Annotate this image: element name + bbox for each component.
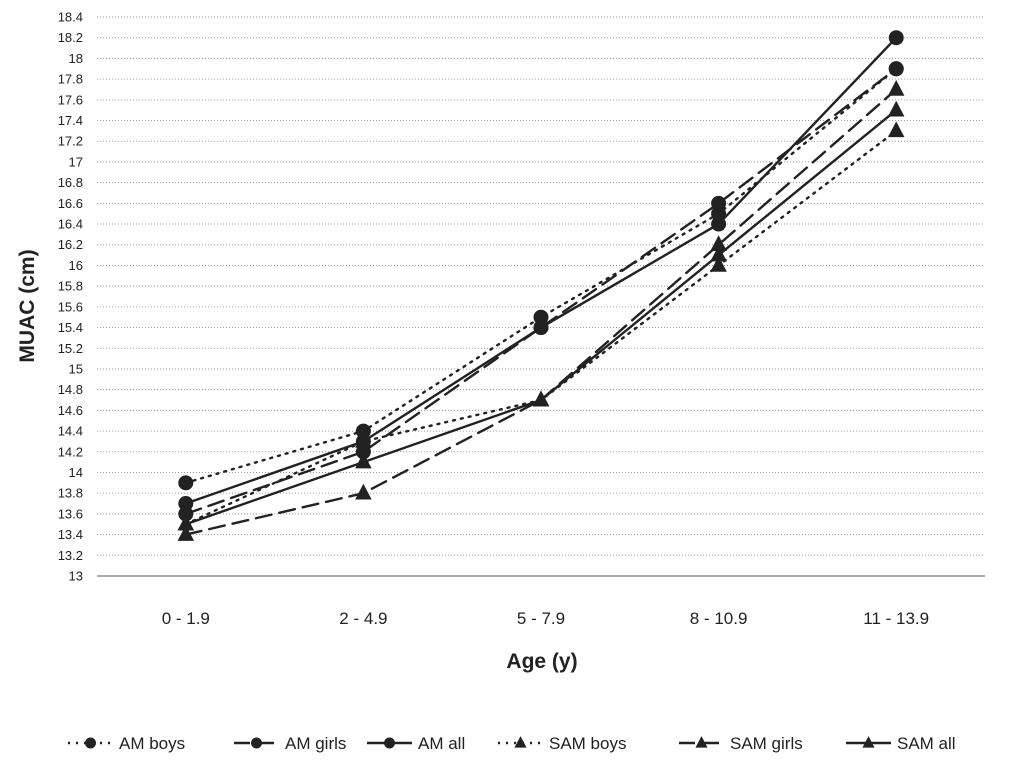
- series-line: [184, 36, 898, 505]
- gridlines: [97, 16, 985, 556]
- data-point: [178, 506, 194, 522]
- data-point: [177, 525, 195, 541]
- data-point: [888, 61, 904, 77]
- data-point: [355, 483, 372, 500]
- y-tick-label: 16.2: [58, 237, 83, 252]
- series-line: [184, 67, 898, 485]
- data-point: [710, 235, 727, 252]
- y-tick-label: 16.6: [58, 196, 83, 211]
- data-point: [178, 475, 194, 491]
- y-tick-label: 18: [69, 51, 83, 66]
- y-axis-tick-labels: 13 13.2 13.4 13.6 13.8 14 14.2 14.4 14.6 14.8 15 15…: [58, 10, 83, 584]
- y-tick-label: 13: [69, 569, 83, 584]
- data-point: [355, 431, 372, 448]
- legend-marker: [384, 737, 395, 749]
- legend-marker: [695, 736, 708, 748]
- y-tick-label: 16.4: [58, 217, 83, 232]
- data-point: [710, 245, 727, 262]
- x-tick-label: 5 - 7.9: [517, 609, 565, 628]
- series: [178, 61, 904, 491]
- y-tick-label: 17.2: [58, 134, 83, 149]
- data-point: [711, 216, 727, 232]
- legend-item: SAM all: [846, 734, 956, 753]
- y-tick-label: 14.2: [58, 444, 83, 459]
- legend-item: AM all: [367, 734, 465, 753]
- y-tick-label: 16: [69, 258, 83, 273]
- legend-item: AM boys: [68, 734, 185, 753]
- y-tick-label: 15.2: [58, 341, 83, 356]
- y-tick-label: 17.8: [58, 72, 83, 87]
- x-tick-label: 2 - 4.9: [339, 609, 387, 628]
- y-tick-label: 15.4: [58, 320, 83, 335]
- legend-marker: [514, 736, 527, 748]
- y-tick-label: 18.4: [58, 10, 83, 25]
- y-tick-label: 15.6: [58, 299, 83, 314]
- x-tick-label: 0 - 1.9: [162, 609, 210, 628]
- data-point: [711, 195, 727, 211]
- series: [177, 100, 905, 531]
- y-tick-label: 14: [69, 465, 83, 480]
- y-tick-label: 14.8: [58, 382, 83, 397]
- y-tick-label: 17.4: [58, 113, 83, 128]
- data-point: [355, 452, 372, 469]
- y-tick-label: 13.6: [58, 506, 83, 521]
- y-tick-label: 17: [69, 154, 83, 169]
- y-tick-label: 14.6: [58, 403, 83, 418]
- x-tick-label: 8 - 10.9: [690, 609, 748, 628]
- series-group: [177, 30, 905, 541]
- legend-marker: [85, 737, 96, 749]
- legend-label: SAM all: [897, 734, 956, 753]
- data-point: [710, 255, 727, 272]
- data-point: [355, 444, 371, 460]
- y-tick-label: 18.2: [58, 30, 83, 45]
- legend-item: SAM boys: [498, 734, 626, 753]
- data-point: [177, 514, 195, 531]
- legend-label: AM all: [418, 734, 465, 753]
- x-axis-tick-labels: 0 - 1.9 2 - 4.9 5 - 7.9 8 - 10.9 11 - 13.9: [162, 609, 929, 628]
- data-point: [533, 309, 549, 325]
- legend-label: AM girls: [285, 734, 346, 753]
- y-tick-label: 14.4: [58, 424, 83, 439]
- x-tick-label: 11 - 13.9: [863, 609, 929, 628]
- data-point: [887, 80, 905, 96]
- legend-label: SAM boys: [549, 734, 626, 753]
- legend-label: SAM girls: [730, 734, 803, 753]
- y-tick-label: 13.4: [58, 527, 83, 542]
- data-point: [533, 320, 549, 336]
- y-tick-label: 16.8: [58, 175, 83, 190]
- y-tick-label: 13.2: [58, 548, 83, 563]
- legend-item: AM girls: [234, 734, 346, 753]
- series: [178, 30, 904, 512]
- x-axis-title: Age (y): [506, 650, 577, 673]
- y-tick-label: 15: [69, 361, 83, 376]
- y-tick-label: 15.8: [58, 279, 83, 294]
- y-tick-label: 13.8: [58, 486, 83, 501]
- data-point: [887, 100, 905, 117]
- y-axis-title: MUAC (cm): [16, 249, 39, 362]
- data-point: [888, 30, 904, 46]
- data-point: [532, 390, 550, 407]
- legend-marker: [251, 737, 262, 749]
- data-point: [711, 206, 727, 222]
- legend-marker: [862, 736, 875, 748]
- y-tick-label: 17.6: [58, 92, 83, 107]
- legend: AM boys AM girls AM all SAM boys SAM girls SA…: [68, 734, 956, 753]
- legend-label: AM boys: [119, 734, 185, 753]
- data-point: [355, 423, 371, 439]
- series-line: [184, 67, 898, 516]
- legend-item: SAM girls: [679, 734, 803, 753]
- data-point: [887, 121, 905, 138]
- data-point: [178, 496, 194, 512]
